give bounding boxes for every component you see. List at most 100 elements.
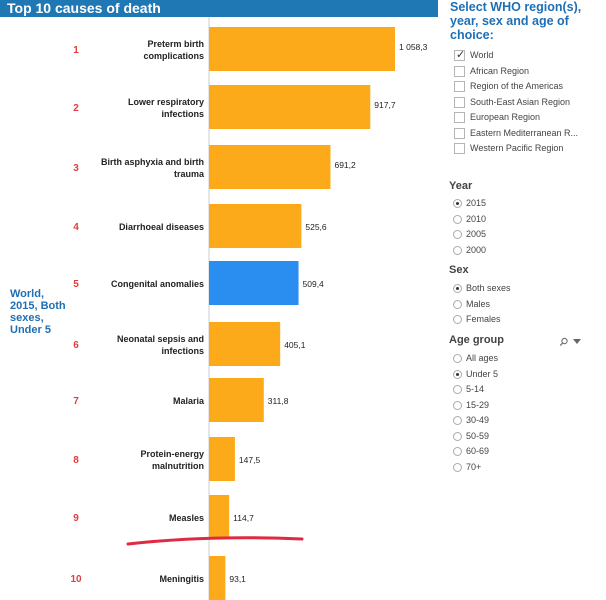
region-checkbox[interactable] — [454, 112, 465, 123]
age-option-label: 50-59 — [466, 430, 490, 441]
year-option-label: 2005 — [466, 229, 487, 239]
age-radio[interactable] — [453, 354, 462, 364]
category-label-6: Neonatal sepsis and — [117, 334, 204, 344]
bar-1 — [209, 27, 395, 71]
category-label-1: complications — [143, 51, 204, 61]
region-option-label[interactable]: Eastern Mediterranean R... — [470, 127, 579, 138]
bar-3 — [209, 145, 331, 189]
age-option[interactable]: 70+ — [453, 460, 481, 475]
year-radio[interactable] — [453, 245, 462, 255]
bar-8 — [209, 437, 235, 481]
year-radio[interactable] — [453, 230, 462, 240]
rank-label-4: 4 — [73, 222, 79, 233]
category-label-6: infections — [161, 346, 204, 356]
age-option-label: 30-49 — [466, 415, 490, 425]
age-option-label: 15-29 — [466, 399, 490, 410]
year-option[interactable]: 2005 — [453, 227, 486, 242]
value-label-9: 114,7 — [233, 513, 254, 523]
sex-filter-header: Sex — [449, 264, 469, 276]
rank-label-9: 9 — [73, 513, 79, 524]
value-label-5: 509,4 — [303, 279, 325, 289]
age-option[interactable]: 30-49 — [453, 413, 489, 428]
rank-label-5: 5 — [73, 279, 79, 290]
value-label-6: 405,1 — [284, 340, 306, 350]
year-option[interactable]: 2015 — [453, 196, 486, 211]
bar-chart: 1 Preterm birth complications 1 058,3 2 Lower… — [10, 17, 428, 600]
bar-4 — [209, 204, 302, 248]
year-option[interactable]: 2010 — [453, 212, 486, 227]
bar-7 — [209, 378, 264, 422]
age-radio[interactable] — [453, 400, 462, 410]
age-option[interactable]: 15-29 — [453, 398, 489, 413]
year-option-label: 2010 — [466, 213, 487, 224]
side-label: Under 5 — [10, 324, 51, 336]
category-label-7: Malaria — [173, 396, 205, 406]
region-checkbox[interactable] — [454, 96, 465, 108]
category-label-5: Congenital anomalies — [111, 279, 204, 289]
age-option[interactable]: 50-59 — [453, 429, 489, 444]
region-checkbox[interactable] — [454, 48, 465, 61]
age-radio[interactable] — [453, 447, 462, 457]
region-option-label[interactable]: African Region — [470, 65, 530, 76]
rank-label-10: 10 — [70, 574, 82, 585]
side-label: sexes, — [10, 312, 44, 324]
age-radio[interactable] — [453, 369, 462, 379]
red-underline-mark — [126, 536, 304, 546]
age-radio[interactable] — [453, 385, 462, 395]
region-checkbox[interactable] — [454, 65, 465, 77]
year-option[interactable]: 2000 — [453, 243, 486, 258]
year-radio[interactable] — [453, 214, 462, 224]
region-checkbox[interactable] — [454, 127, 465, 139]
value-label-4: 525,6 — [305, 222, 327, 232]
bar-9 — [209, 495, 230, 539]
age-option-label: Under 5 — [466, 368, 499, 379]
sex-radio[interactable] — [453, 299, 462, 309]
rank-label-8: 8 — [73, 455, 79, 466]
sex-option[interactable]: Both sexes — [453, 281, 511, 296]
rank-label-7: 7 — [73, 396, 79, 407]
bar-2 — [209, 85, 371, 129]
region-option-label[interactable]: South-East Asian Region — [470, 96, 571, 107]
year-radio[interactable] — [453, 199, 462, 209]
filter-panel: Select WHO region(s), year, sex and age … — [443, 0, 606, 600]
bar-5 — [209, 261, 299, 305]
age-radio[interactable] — [453, 462, 462, 472]
region-filter-header: Select WHO region(s), year, sex and age … — [450, 0, 582, 42]
chart-title-bar: Top 10 causes of death — [0, 0, 438, 17]
dropdown-icon[interactable] — [573, 339, 581, 345]
rank-label-1: 1 — [73, 45, 79, 56]
sex-option-label: Males — [466, 298, 491, 309]
sex-option[interactable]: Females — [453, 312, 501, 327]
age-option[interactable]: Under 5 — [453, 367, 498, 382]
category-label-2: infections — [161, 109, 204, 119]
region-option-label[interactable]: Region of the Americas — [470, 81, 564, 91]
category-label-8: Protein-energy — [140, 449, 204, 459]
side-label: World, — [10, 288, 44, 300]
region-option-label[interactable]: World — [470, 50, 494, 60]
region-checkbox[interactable] — [454, 143, 465, 154]
age-option[interactable]: 60-69 — [453, 444, 489, 459]
region-option-label[interactable]: European Region — [470, 112, 541, 122]
age-option[interactable]: All ages — [453, 351, 498, 366]
sex-radio[interactable] — [453, 284, 462, 294]
chart-title: Top 10 causes of death — [7, 0, 161, 16]
age-radio[interactable] — [453, 431, 462, 441]
age-option-label: All ages — [466, 353, 499, 363]
age-option[interactable]: 5-14 — [453, 382, 484, 397]
region-option-label[interactable]: Western Pacific Region — [470, 143, 564, 153]
sex-option-label: Both sexes — [466, 283, 511, 293]
bar-6 — [209, 322, 281, 366]
age-option-label: 60-69 — [466, 446, 490, 456]
age-radio[interactable] — [453, 416, 462, 426]
rank-label-3: 3 — [73, 163, 79, 174]
age-filter-header: Age group — [449, 334, 504, 346]
search-icon[interactable] — [559, 337, 569, 347]
category-label-4: Diarrhoeal diseases — [119, 222, 204, 232]
category-label-3: Birth asphyxia and birth — [101, 157, 204, 167]
bar-10 — [209, 556, 226, 600]
age-option-label: 5-14 — [466, 384, 485, 394]
sex-option[interactable]: Males — [453, 297, 490, 312]
region-checkbox[interactable] — [454, 81, 465, 92]
sex-radio[interactable] — [453, 315, 462, 325]
rank-label-2: 2 — [73, 103, 79, 114]
